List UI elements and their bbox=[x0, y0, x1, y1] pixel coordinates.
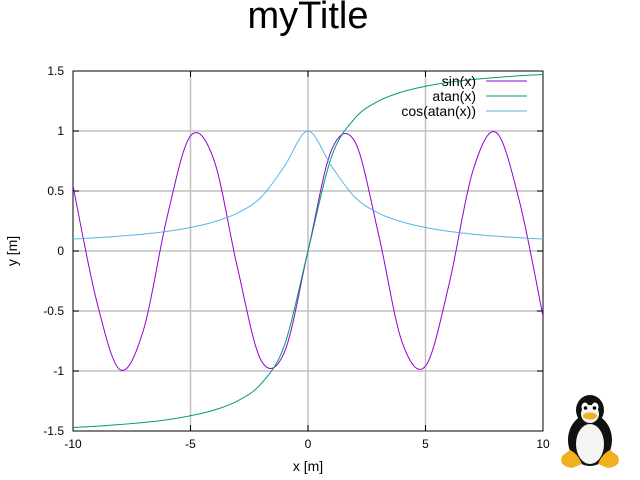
x-tick-label: -10 bbox=[64, 437, 82, 451]
x-tick-label: 10 bbox=[536, 437, 550, 451]
y-axis-label: y [m] bbox=[4, 236, 20, 266]
chart-title: myTitle bbox=[247, 0, 368, 37]
y-tick-label: 0.5 bbox=[47, 184, 64, 198]
y-tick-label: 1 bbox=[57, 124, 64, 138]
x-tick-label: 0 bbox=[305, 437, 312, 451]
x-tick-label: -5 bbox=[185, 437, 196, 451]
tux-penguin-logo bbox=[561, 395, 619, 468]
y-tick-label: -1 bbox=[53, 364, 64, 378]
y-tick-label: -1.5 bbox=[43, 424, 64, 438]
series-line-3 bbox=[73, 130, 543, 240]
series-group bbox=[73, 73, 543, 429]
legend-label-3: cos(atan(x)) bbox=[401, 103, 476, 119]
series-line-2 bbox=[73, 73, 543, 429]
y-tick-label: 0 bbox=[57, 244, 64, 258]
x-axis-label: x [m] bbox=[293, 458, 323, 474]
y-tick-label: -0.5 bbox=[43, 304, 64, 318]
legend-label-2: atan(x) bbox=[432, 88, 476, 104]
legend-label-1: sin(x) bbox=[442, 73, 476, 89]
axis-ticks: -10 -5 0 5 10 -1.5 -1 -0.5 0 0.5 1 1.5 bbox=[43, 64, 550, 451]
legend: sin(x)atan(x)cos(atan(x)) bbox=[401, 73, 527, 119]
x-tick-label: 5 bbox=[422, 437, 429, 451]
y-tick-label: 1.5 bbox=[47, 64, 64, 78]
